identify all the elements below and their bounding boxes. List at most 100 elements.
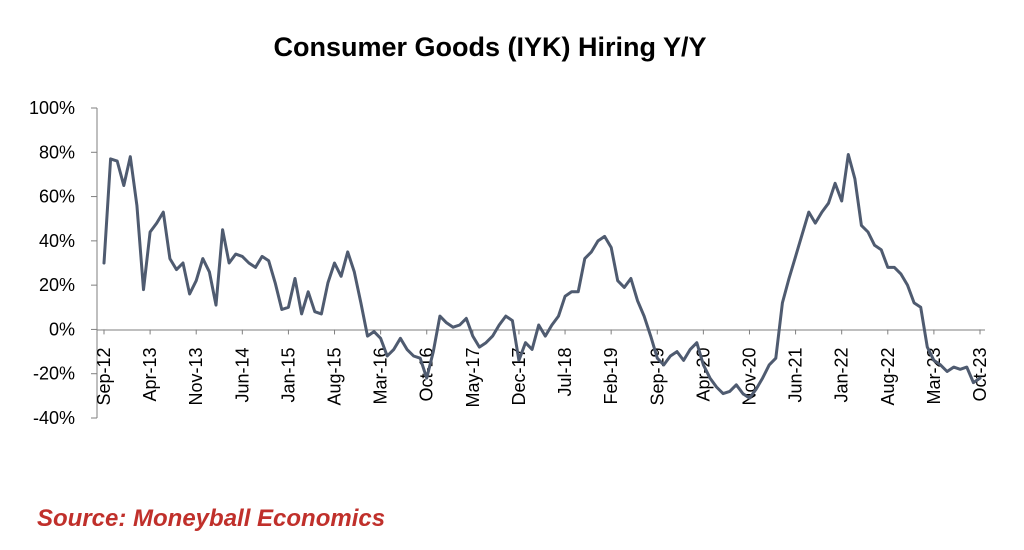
data-point (952, 366, 955, 369)
x-tick-label: Oct-23 (970, 347, 990, 401)
data-point (379, 337, 382, 340)
data-point (616, 279, 619, 282)
y-tick-label: 20% (39, 275, 75, 295)
data-point (708, 377, 711, 380)
data-point (498, 324, 501, 327)
data-point (155, 222, 158, 225)
data-point (689, 348, 692, 351)
data-point (570, 290, 573, 293)
data-point (781, 301, 784, 304)
data-point (274, 281, 277, 284)
data-point (656, 357, 659, 360)
data-point (919, 306, 922, 309)
data-point (346, 250, 349, 253)
series-line (102, 153, 982, 400)
x-tick-label: Jun-21 (786, 347, 806, 402)
data-point (366, 335, 369, 338)
data-point (774, 357, 777, 360)
data-point (471, 335, 474, 338)
data-point (195, 279, 198, 282)
data-point (702, 363, 705, 366)
data-point (432, 350, 435, 353)
data-point (254, 266, 257, 269)
data-point (419, 357, 422, 360)
x-tick-label: Nov-13 (186, 347, 206, 405)
x-tick-label: Feb-19 (601, 347, 621, 404)
data-point (722, 392, 725, 395)
data-point (392, 348, 395, 351)
data-point (880, 248, 883, 251)
data-point (287, 306, 290, 309)
data-point (820, 211, 823, 214)
data-point (787, 277, 790, 280)
data-point (610, 246, 613, 249)
y-tick-label: 60% (39, 187, 75, 207)
data-point (873, 244, 876, 247)
data-point (827, 202, 830, 205)
data-point (596, 239, 599, 242)
data-point (893, 266, 896, 269)
data-point (129, 155, 132, 158)
data-point (768, 363, 771, 366)
data-point (465, 317, 468, 320)
data-point (979, 377, 982, 380)
data-point (353, 270, 356, 273)
data-point (399, 337, 402, 340)
data-point (847, 153, 850, 156)
data-point (491, 335, 494, 338)
data-point (629, 277, 632, 280)
data-point (682, 359, 685, 362)
x-tick-label: Mar-23 (924, 347, 944, 404)
data-point (834, 182, 837, 185)
y-tick-label: 100% (29, 98, 75, 118)
chart-title: Consumer Goods (IYK) Hiring Y/Y (273, 32, 706, 62)
x-tick-label: Dec-17 (509, 347, 529, 405)
data-point (636, 299, 639, 302)
data-point (735, 383, 738, 386)
data-point (168, 257, 171, 260)
data-point (405, 348, 408, 351)
data-point (135, 204, 138, 207)
data-point (261, 255, 264, 258)
data-point (860, 224, 863, 227)
data-point (748, 397, 751, 400)
data-point (425, 377, 428, 380)
x-axis: Sep-12 Apr-13 Nov-13 Jun-14 Jan-15 Aug-15 Mar-… (94, 329, 990, 407)
data-point (649, 335, 652, 338)
data-point (478, 346, 481, 349)
data-point (583, 257, 586, 260)
data-point (807, 211, 810, 214)
data-point (149, 231, 152, 234)
data-point (280, 308, 283, 311)
data-point (544, 335, 547, 338)
data-point (623, 286, 626, 289)
data-point (801, 233, 804, 236)
data-point (504, 315, 507, 318)
data-point (182, 262, 185, 265)
data-point (794, 255, 797, 258)
data-point (913, 301, 916, 304)
data-point (946, 370, 949, 373)
data-point (932, 359, 935, 362)
x-tick-label: Jan-15 (278, 347, 298, 402)
data-point (728, 390, 731, 393)
data-point (412, 355, 415, 358)
data-point (103, 262, 106, 265)
x-tick-label: Aug-15 (325, 347, 345, 405)
data-point (524, 341, 527, 344)
data-point (531, 348, 534, 351)
data-point (162, 211, 165, 214)
data-point (564, 295, 567, 298)
data-point (761, 377, 764, 380)
x-tick-label: Aug-22 (878, 347, 898, 405)
x-tick-label: Mar-16 (371, 347, 391, 404)
x-tick-label: Apr-20 (693, 347, 713, 401)
data-point (965, 366, 968, 369)
data-point (899, 273, 902, 276)
data-point (116, 160, 119, 163)
data-point (814, 222, 817, 225)
data-point (715, 386, 718, 389)
data-point (972, 381, 975, 384)
data-point (188, 293, 191, 296)
